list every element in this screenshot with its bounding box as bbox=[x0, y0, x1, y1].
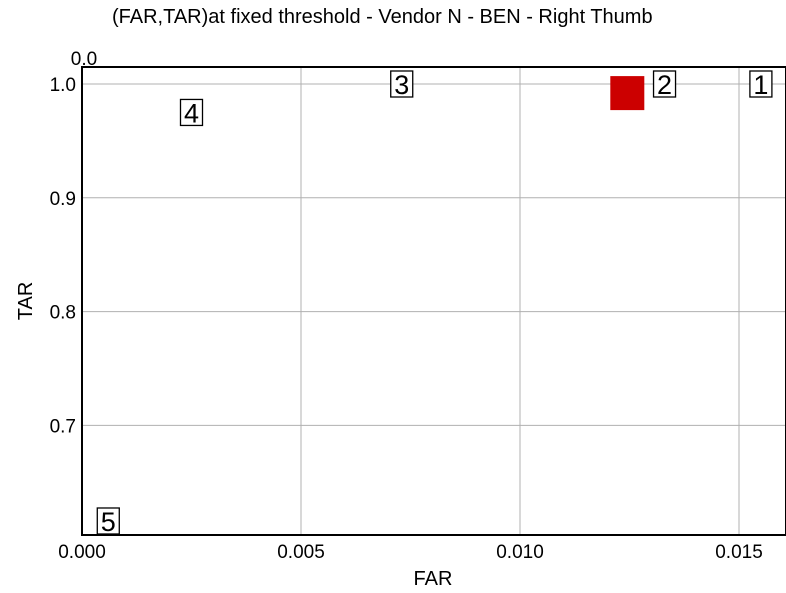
top-corner-label: 0.0 bbox=[71, 49, 97, 70]
point-label: 4 bbox=[184, 98, 199, 128]
point-marker: 4 bbox=[179, 98, 204, 128]
point-box bbox=[390, 70, 414, 98]
point-label: 2 bbox=[657, 70, 672, 100]
y-tick-labels: 0.7 0.8 0.9 1.0 bbox=[50, 75, 76, 437]
point-marker: 2 bbox=[652, 70, 677, 100]
x-axis-title: FAR bbox=[414, 568, 453, 590]
grid-lines bbox=[81, 67, 786, 535]
highlight-marker bbox=[610, 76, 645, 111]
point-marker: 3 bbox=[390, 70, 414, 100]
x-tick-label: 0.015 bbox=[715, 542, 763, 563]
point-label: 5 bbox=[101, 507, 116, 537]
y-tick-label: 0.9 bbox=[50, 189, 76, 210]
x-tick-label: 0.005 bbox=[277, 542, 325, 563]
point-marker: 5 bbox=[96, 507, 120, 537]
point-labels: 1 2 3 4 5 bbox=[96, 70, 773, 537]
point-box bbox=[179, 98, 204, 127]
y-axis-title: TAR bbox=[15, 282, 37, 321]
chart-title: (FAR,TAR)at fixed threshold - Vendor N -… bbox=[112, 6, 653, 28]
y-tick-label: 0.7 bbox=[50, 416, 76, 437]
highlight-layer bbox=[610, 76, 645, 111]
point-label: 1 bbox=[753, 70, 768, 100]
plot-frame bbox=[81, 66, 786, 536]
y-tick-label: 0.8 bbox=[50, 303, 76, 324]
x-tick-label: 0.000 bbox=[58, 542, 106, 563]
y-tick-label: 1.0 bbox=[50, 75, 76, 96]
x-tick-labels: 0.000 0.005 0.010 0.015 bbox=[58, 542, 763, 563]
point-box bbox=[749, 70, 773, 98]
point-box bbox=[96, 507, 120, 535]
point-box bbox=[652, 70, 677, 98]
point-label: 3 bbox=[394, 70, 409, 100]
x-tick-label: 0.010 bbox=[496, 542, 544, 563]
point-marker: 1 bbox=[749, 70, 773, 100]
